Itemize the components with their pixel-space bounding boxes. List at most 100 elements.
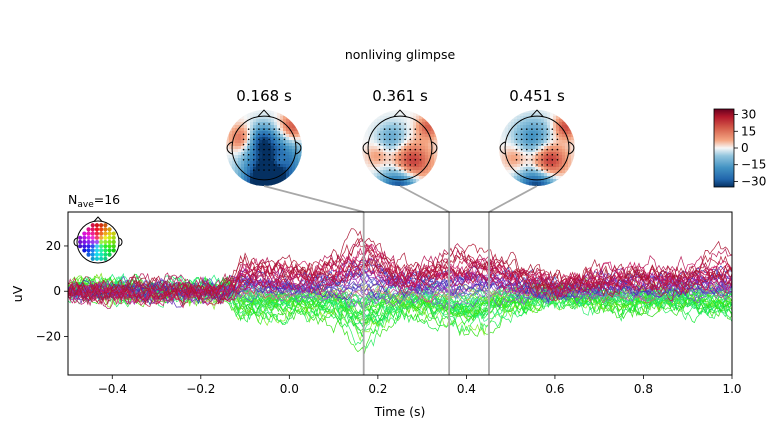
sensor-dot <box>263 159 265 161</box>
inset-sensor-dot <box>103 235 108 240</box>
sensor-dot <box>278 153 281 156</box>
x-tick-label: 1.0 <box>722 382 741 396</box>
sensor-dot <box>263 164 265 166</box>
sensor-dot <box>242 159 245 161</box>
nose-outline <box>530 109 544 117</box>
inset-sensor-dot <box>82 239 87 245</box>
sensor-dot <box>273 138 276 141</box>
sensor-dot <box>551 128 554 130</box>
sensor-dot <box>252 159 255 161</box>
time-connector-line <box>488 185 538 213</box>
sensor-dot <box>258 143 260 146</box>
sensor-dot <box>263 153 265 156</box>
channel-trace <box>68 243 732 306</box>
sensor-dot <box>409 153 412 156</box>
inset-sensor-dot <box>107 248 112 253</box>
x-tick-label: 0.6 <box>545 382 564 396</box>
inset-sensor-dot <box>82 244 87 249</box>
inset-sensor-dot <box>94 223 100 228</box>
inset-sensor-dot <box>107 231 112 236</box>
sensor-dot <box>556 159 559 161</box>
topomap-field <box>362 110 438 186</box>
x-axis-label: Time (s) <box>374 404 426 419</box>
sensor-dot <box>541 148 543 151</box>
head-outline <box>231 115 297 181</box>
sensor-dot <box>283 159 286 161</box>
sensor-dot <box>278 133 281 136</box>
channel-trace <box>68 274 732 304</box>
sensor-dot <box>278 138 281 141</box>
sensor-dot <box>525 169 528 171</box>
nave-label: Nave=16 <box>68 192 120 210</box>
sensor-dot <box>263 128 265 130</box>
sensor-dot <box>525 153 528 156</box>
sensor-dot <box>414 128 417 130</box>
sensor-dot <box>536 128 538 130</box>
sensor-dot <box>541 143 543 146</box>
sensor-dot <box>409 138 412 141</box>
sensor-dot <box>258 153 260 156</box>
channel-trace <box>68 262 732 304</box>
sensor-dot <box>536 148 538 151</box>
topomap-field <box>226 110 302 186</box>
sensor-dot <box>520 153 523 156</box>
sensor-dot <box>383 128 386 130</box>
inset-sensor-dot <box>90 235 95 240</box>
sensor-dot <box>252 153 255 156</box>
sensor-dot <box>536 143 538 146</box>
sensor-dot <box>388 164 391 166</box>
inset-sensor-dot <box>99 235 104 240</box>
channel-trace <box>68 264 732 305</box>
sensor-dot <box>268 148 270 151</box>
sensor-dot <box>551 138 554 141</box>
inset-sensor-dot <box>82 231 87 236</box>
inset-sensor-dot <box>107 227 112 232</box>
sensor-dot <box>394 143 396 146</box>
inset-sensor-dot <box>86 239 91 245</box>
sensor-dot <box>268 143 270 146</box>
sensor-dot <box>394 123 396 125</box>
sensor-dot <box>258 128 260 130</box>
inset-sensor-dot <box>90 244 95 249</box>
inset-sensor-dot <box>94 256 100 261</box>
inset-sensor-dot <box>103 239 108 245</box>
sensor-dot <box>273 128 276 130</box>
sensor-dot <box>546 153 549 156</box>
inset-sensor-dot <box>99 252 104 257</box>
sensor-dot <box>283 138 286 141</box>
left-ear-outline <box>226 141 233 155</box>
inset-sensor-dot <box>99 223 104 228</box>
sensor-dot <box>383 148 386 151</box>
sensor-dot <box>399 143 401 146</box>
sensor-dot <box>541 128 543 130</box>
sensor-dot <box>252 164 255 166</box>
sensor-dot <box>383 138 386 141</box>
sensor-dot <box>531 159 533 161</box>
sensor-dot <box>278 148 281 151</box>
sensor-dot <box>541 159 543 161</box>
sensor-dot <box>247 138 250 141</box>
sensor-dot <box>388 153 391 156</box>
sensor-dot <box>378 143 381 146</box>
sensor-dot <box>531 133 533 136</box>
sensor-dot <box>515 143 518 146</box>
sensor-dot <box>531 148 533 151</box>
sensor-dot <box>531 153 533 156</box>
sensor-dot <box>541 153 543 156</box>
inset-sensor-dot <box>94 227 100 232</box>
inset-sensor-dot <box>99 244 104 249</box>
sensor-dot <box>525 143 528 146</box>
sensor-dot <box>551 164 554 166</box>
sensor-dot <box>414 148 417 151</box>
inset-sensor-dot <box>94 252 100 257</box>
inset-sensor-dot <box>99 239 104 245</box>
sensor-dot <box>551 133 554 136</box>
sensor-dot <box>263 148 265 151</box>
sensor-dot <box>394 159 396 161</box>
time-connectors <box>263 185 538 213</box>
plot-frame <box>67 211 733 376</box>
x-tick-label: 0.4 <box>457 382 476 396</box>
inset-sensor-dot <box>103 223 108 228</box>
sensor-dot <box>258 133 260 136</box>
sensor-dot <box>399 164 401 166</box>
